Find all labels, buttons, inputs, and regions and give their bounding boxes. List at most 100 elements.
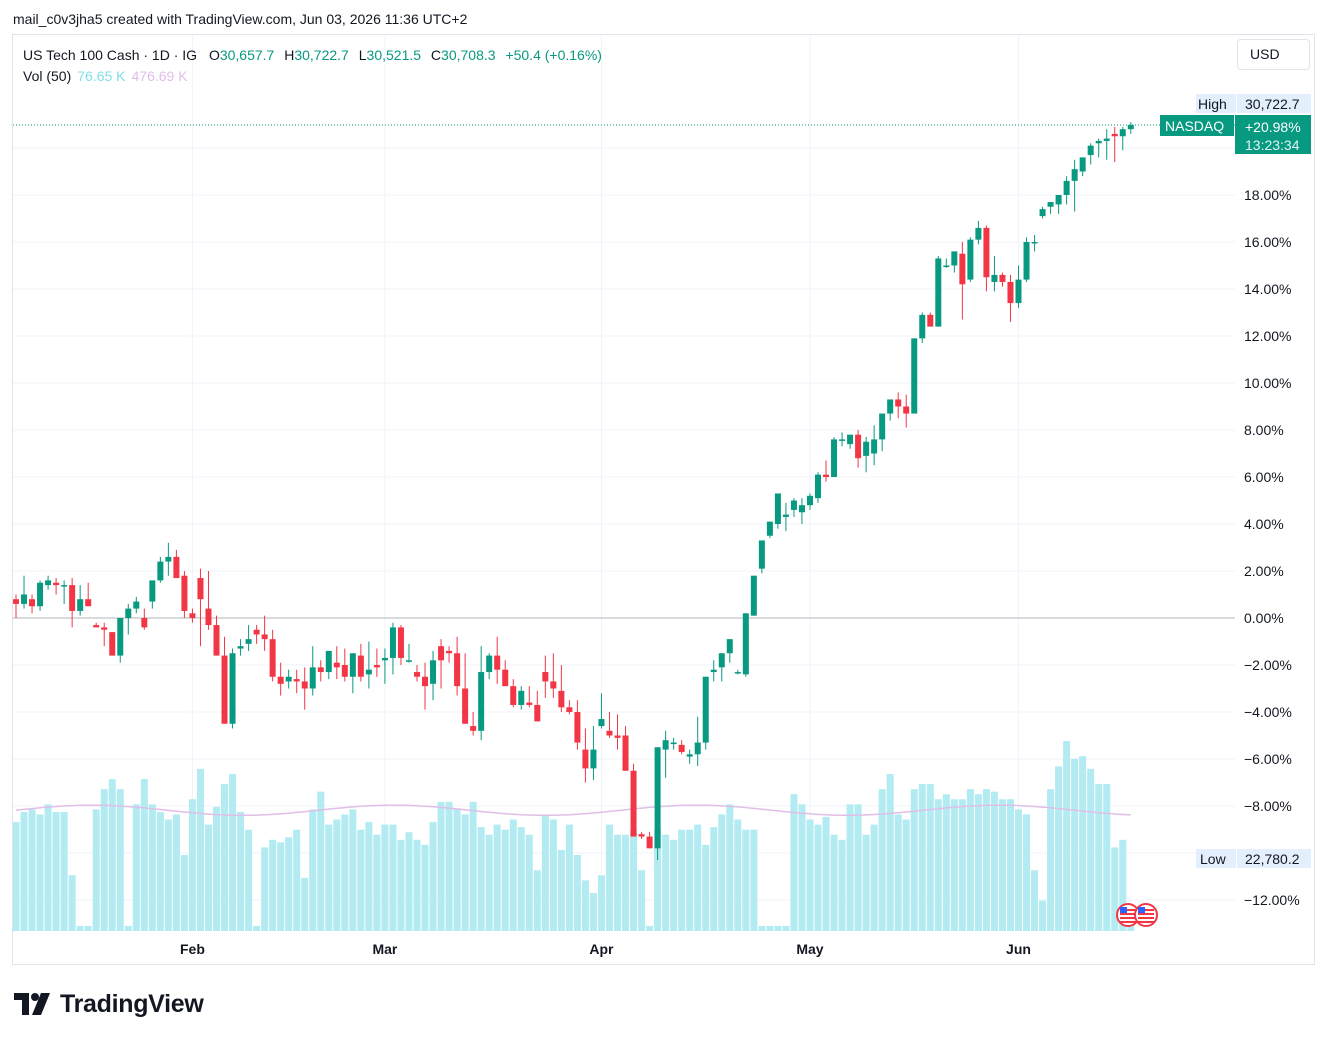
- candle-body: [341, 665, 348, 677]
- candle-body: [85, 599, 92, 607]
- volume-bar: [982, 789, 990, 931]
- candle-body: [165, 556, 172, 562]
- candle-body: [510, 686, 517, 705]
- volume-bar: [966, 789, 974, 931]
- volume-bar: [188, 799, 196, 931]
- volume-bar: [253, 925, 261, 931]
- volume-bar: [124, 925, 132, 931]
- candle-body: [1031, 242, 1038, 244]
- volume-bar: [614, 834, 621, 931]
- volume-bar: [1063, 741, 1071, 931]
- volume-bar: [1071, 758, 1079, 931]
- volume-bar: [846, 804, 854, 931]
- candle-body: [133, 601, 140, 609]
- candle-body: [470, 726, 477, 731]
- y-tick-label: 16.00%: [1244, 234, 1291, 250]
- candle-body: [389, 627, 396, 658]
- candle-body: [999, 274, 1006, 282]
- candle-body: [157, 561, 164, 581]
- candle-body: [1079, 157, 1086, 172]
- volume-bar: [670, 839, 678, 931]
- us-flag-event-icon[interactable]: [1116, 903, 1140, 927]
- candle-body: [1127, 124, 1134, 130]
- volume-bar: [934, 799, 942, 931]
- low-tag-label: Low: [1200, 851, 1227, 867]
- candle-body: [93, 625, 100, 628]
- candle-body: [855, 434, 862, 459]
- candle-body: [125, 608, 132, 618]
- volume-bar: [918, 784, 926, 931]
- candle-body: [405, 660, 412, 662]
- volume-bar: [710, 827, 718, 931]
- volume-legend: Vol (50) 76.65 K 476.69 K: [23, 66, 608, 87]
- candle-body: [1023, 242, 1030, 280]
- volume-bar: [565, 824, 573, 931]
- candle-body: [446, 650, 453, 654]
- volume-bar: [581, 880, 589, 931]
- volume-bar: [429, 822, 437, 931]
- candle-body: [357, 655, 364, 677]
- tradingview-logo[interactable]: TradingView: [14, 989, 204, 1019]
- volume-bar: [766, 925, 774, 931]
- volume-bar: [413, 839, 421, 931]
- candle-body: [261, 634, 268, 640]
- candle-body: [29, 599, 36, 607]
- volume-bar: [365, 822, 373, 931]
- candle-body: [606, 730, 613, 736]
- candle-body: [173, 556, 180, 579]
- candle-body: [638, 834, 645, 837]
- candle-body: [927, 314, 934, 327]
- volume-ma-line: [15, 804, 1131, 817]
- symbol-name[interactable]: US Tech 100 Cash · 1D · IG: [23, 47, 198, 63]
- high-tag-bg: [1196, 94, 1236, 113]
- volume-label[interactable]: Vol (50): [23, 68, 72, 84]
- candle-body: [542, 672, 549, 682]
- y-tick-label: 2.00%: [1244, 563, 1284, 579]
- volume-bar: [734, 819, 742, 931]
- volume-bar: [92, 809, 100, 931]
- volume-bar: [646, 925, 654, 931]
- candle-body: [582, 749, 589, 769]
- volume-bar: [830, 834, 838, 931]
- volume-bar: [164, 819, 172, 931]
- currency-button[interactable]: USD: [1237, 39, 1310, 70]
- price-chart[interactable]: 18.00% 16.00% 14.00% 12.00% 10.00% 8.00% 6.00%…: [13, 35, 1316, 966]
- volume-bar: [718, 814, 726, 931]
- chart-frame[interactable]: 18.00% 16.00% 14.00% 12.00% 10.00% 8.00% 6.00%…: [12, 34, 1315, 965]
- candle-body: [750, 575, 757, 616]
- x-tick-label: Mar: [372, 941, 397, 957]
- volume-bar: [301, 877, 309, 931]
- volume-bar: [974, 794, 982, 931]
- candle-body: [397, 627, 404, 658]
- candle-body: [871, 439, 878, 454]
- last-price-tag-bg: [1235, 115, 1311, 154]
- y-tick-label: −8.00%: [1244, 798, 1292, 814]
- volume-bar: [998, 799, 1006, 931]
- volume-bar: [758, 925, 766, 931]
- candle-body: [983, 227, 990, 278]
- volume-bar: [221, 784, 229, 931]
- candle-body: [806, 495, 813, 506]
- volume-bar: [1023, 814, 1031, 931]
- candle-body: [1071, 169, 1078, 181]
- open-label: O: [208, 47, 220, 63]
- us-flag-event-icon[interactable]: [1134, 903, 1158, 927]
- high-label: H: [284, 47, 295, 63]
- candle-body: [879, 413, 886, 440]
- candle-body: [149, 580, 156, 602]
- candle-body: [141, 618, 148, 628]
- volume-bar: [862, 834, 870, 931]
- candle-body: [710, 669, 717, 673]
- tradingview-logo-icon: [14, 993, 50, 1015]
- symbol-tag-bg: [1160, 115, 1234, 136]
- candle-body: [742, 613, 749, 675]
- volume-bar: [261, 847, 269, 931]
- candle-body: [109, 632, 116, 656]
- low-tag-bg: [1196, 849, 1236, 868]
- candle-body: [526, 702, 533, 705]
- volume-bar: [293, 829, 301, 931]
- volume-bar: [477, 827, 485, 931]
- volume-bar: [445, 801, 453, 931]
- symbol-tag: NASDAQ: [1165, 118, 1224, 134]
- candle-body: [213, 625, 220, 656]
